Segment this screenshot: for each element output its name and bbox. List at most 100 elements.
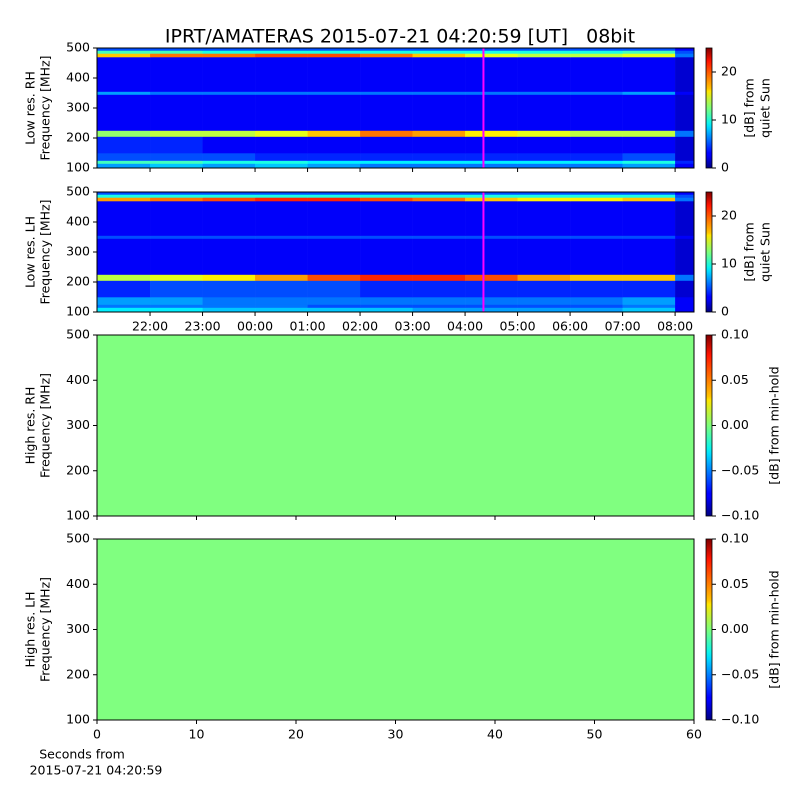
heatmap-cell	[255, 238, 308, 275]
heatmap-cell	[307, 160, 361, 164]
heatmap-cell	[465, 94, 518, 131]
heatmap-cell	[202, 48, 256, 51]
heatmap-cell	[412, 160, 466, 164]
heatmap-cell	[622, 307, 676, 313]
heatmap-cell	[622, 163, 676, 169]
heatmap-cell	[255, 307, 308, 313]
heatmap-cell	[622, 274, 676, 281]
heatmap-cell	[465, 192, 518, 195]
heatmap-cell	[517, 91, 571, 95]
y-tick-label: 300	[66, 417, 90, 432]
heatmap-cell	[675, 197, 695, 202]
heatmap-cell	[307, 50, 361, 54]
heatmap-cell	[97, 91, 151, 95]
colorbar-tick-label: 0.05	[721, 372, 749, 387]
heatmap-cell	[97, 297, 151, 305]
heatmap-cell	[202, 280, 256, 298]
heatmap-cell	[97, 50, 151, 54]
colorbar-tick-label: 0.10	[721, 531, 749, 546]
heatmap-cell	[150, 194, 203, 198]
heatmap-cell	[307, 194, 361, 198]
heatmap-cell	[465, 194, 518, 198]
heatmap-cell	[412, 57, 466, 92]
heatmap-cell	[412, 307, 466, 313]
heatmap-cell	[360, 130, 413, 137]
heatmap-cell	[202, 235, 256, 239]
heatmap-cell	[255, 50, 308, 54]
heatmap-cell	[570, 274, 623, 281]
heatmap-cell	[517, 194, 571, 198]
colorbar-tick-label: 20	[721, 64, 737, 79]
heatmap-cell	[307, 48, 361, 51]
heatmap-cell	[97, 153, 151, 161]
y-tick-label: 300	[66, 100, 90, 115]
heatmap-cell	[97, 163, 151, 169]
heatmap-cell	[622, 192, 676, 195]
heatmap-cell	[675, 274, 695, 281]
heatmap-cell	[570, 57, 623, 92]
heatmap-cell	[412, 153, 466, 161]
heatmap-cell	[465, 304, 518, 308]
heatmap-cell	[255, 192, 308, 195]
heatmap-cell	[307, 201, 361, 236]
heatmap-cell	[360, 194, 413, 198]
x-tick-label: 03:00	[395, 319, 431, 334]
y-axis-label: High res. RH	[23, 387, 38, 465]
y-axis-label: Frequency [MHz]	[38, 199, 53, 304]
colorbar-label: [dB] from	[742, 78, 757, 137]
heatmap-cell	[307, 130, 361, 137]
heatmap-cell	[307, 297, 361, 305]
heatmap-cell	[307, 91, 361, 95]
y-tick-label: 100	[66, 160, 90, 175]
heatmap-cell	[150, 94, 203, 131]
heatmap-cell	[97, 201, 151, 236]
heatmap-cell	[412, 194, 466, 198]
x-tick-label: 01:00	[290, 319, 326, 334]
heatmap-cell	[360, 192, 413, 195]
heatmap-cell	[360, 304, 413, 308]
heatmap-cell	[465, 238, 518, 275]
heatmap-cell	[150, 197, 203, 202]
heatmap-cell	[465, 48, 518, 51]
heatmap-cell	[517, 53, 571, 58]
y-axis-label: Low res. RH	[23, 71, 38, 145]
x-tick-label: 0	[93, 727, 101, 742]
heatmap-cell	[360, 91, 413, 95]
heatmap-cell	[360, 94, 413, 131]
x-tick-label: 50	[587, 727, 603, 742]
colorbar-tick-label: 10	[721, 256, 737, 271]
heatmap-cell	[675, 192, 695, 195]
y-tick-label: 100	[66, 304, 90, 319]
heatmap-cell	[255, 274, 308, 281]
y-axis-label: Frequency [MHz]	[38, 577, 53, 682]
x-axis-label: 2015-07-21 04:20:59	[30, 763, 163, 778]
heatmap-cell	[622, 136, 676, 154]
heatmap-cell	[412, 297, 466, 305]
heatmap-cell	[675, 201, 695, 236]
heatmap-cell	[202, 91, 256, 95]
heatmap-cell	[517, 48, 571, 51]
heatmap-cell	[202, 160, 256, 164]
heatmap-cell	[570, 194, 623, 198]
heatmap-cell	[675, 94, 695, 131]
heatmap-cell	[622, 194, 676, 198]
heatmap-cell	[675, 53, 695, 58]
heatmap-cell	[307, 307, 361, 313]
x-tick-label: 04:00	[447, 319, 483, 334]
heatmap-cell	[570, 153, 623, 161]
heatmap-cell	[412, 274, 466, 281]
heatmap-cell	[465, 153, 518, 161]
heatmap-cell	[307, 238, 361, 275]
heatmap-cell	[97, 194, 151, 198]
heatmap-cell	[307, 57, 361, 92]
heatmap-cell	[255, 280, 308, 298]
heatmap-cell	[202, 194, 256, 198]
heatmap-cell	[570, 304, 623, 308]
heatmap-cell	[360, 136, 413, 154]
heatmap-cell	[675, 136, 695, 154]
heatmap-cell	[465, 201, 518, 236]
heatmap-cell	[360, 197, 413, 202]
colorbar	[705, 334, 713, 517]
heatmap-cell	[150, 48, 203, 51]
heatmap-cell	[517, 274, 571, 281]
